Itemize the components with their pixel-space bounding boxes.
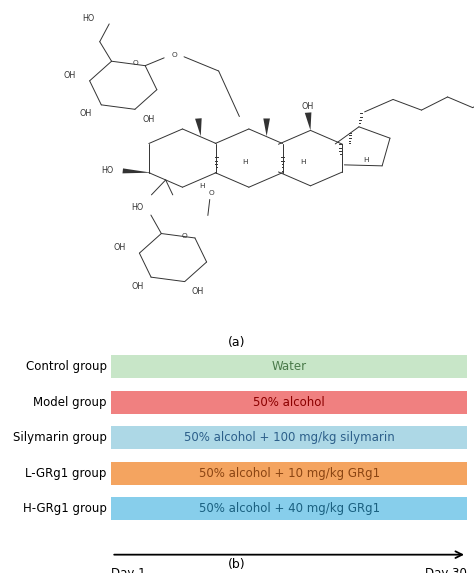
Polygon shape: [264, 119, 270, 136]
Text: L-GRg1 group: L-GRg1 group: [25, 467, 107, 480]
Text: Silymarin group: Silymarin group: [13, 431, 107, 444]
Text: 50% alcohol + 100 mg/kg silymarin: 50% alcohol + 100 mg/kg silymarin: [184, 431, 394, 444]
Text: OH: OH: [142, 115, 154, 124]
FancyBboxPatch shape: [111, 355, 467, 378]
Text: 50% alcohol: 50% alcohol: [253, 396, 325, 409]
Text: OH: OH: [302, 102, 314, 111]
Text: OH: OH: [63, 71, 75, 80]
Text: OH: OH: [192, 287, 204, 296]
FancyBboxPatch shape: [111, 462, 467, 485]
Polygon shape: [305, 112, 311, 131]
Text: Model group: Model group: [33, 396, 107, 409]
Text: HO: HO: [101, 166, 113, 175]
Text: OH: OH: [114, 244, 126, 252]
Text: HO: HO: [83, 14, 95, 23]
Polygon shape: [195, 118, 201, 136]
Text: H: H: [242, 159, 248, 164]
Text: HO: HO: [131, 203, 143, 213]
Text: (a): (a): [228, 336, 246, 350]
FancyBboxPatch shape: [111, 426, 467, 449]
Text: Day 1: Day 1: [111, 567, 146, 573]
Text: Control group: Control group: [26, 360, 107, 373]
Text: Water: Water: [272, 360, 307, 373]
Text: O: O: [182, 233, 188, 240]
Text: O: O: [208, 190, 214, 197]
Text: H: H: [301, 159, 306, 164]
Text: 50% alcohol + 10 mg/kg GRg1: 50% alcohol + 10 mg/kg GRg1: [199, 467, 380, 480]
Text: H: H: [199, 183, 204, 189]
Text: H: H: [364, 157, 369, 163]
FancyBboxPatch shape: [111, 391, 467, 414]
Text: OH: OH: [80, 109, 92, 118]
Text: OH: OH: [132, 282, 144, 291]
Text: O: O: [172, 52, 177, 58]
Text: (b): (b): [228, 558, 246, 571]
FancyBboxPatch shape: [111, 497, 467, 520]
Text: H-GRg1 group: H-GRg1 group: [23, 503, 107, 515]
Text: O: O: [132, 60, 138, 66]
Polygon shape: [122, 168, 151, 174]
Text: 50% alcohol + 40 mg/kg GRg1: 50% alcohol + 40 mg/kg GRg1: [199, 503, 380, 515]
Text: Day 30: Day 30: [425, 567, 467, 573]
